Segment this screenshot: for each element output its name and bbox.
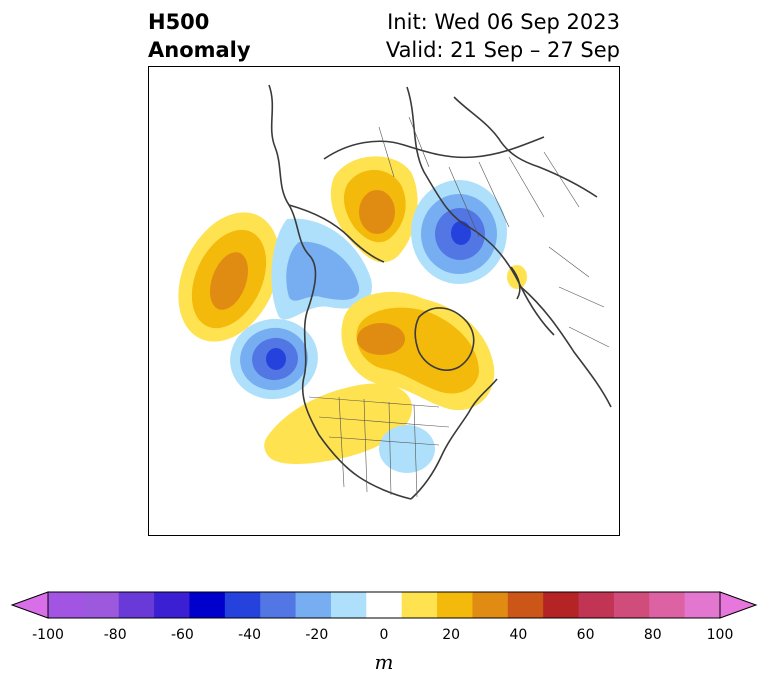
colorbar-bin — [613, 592, 650, 618]
colorbar-bin — [224, 592, 261, 618]
colorbar-bin — [507, 592, 544, 618]
colorbar-bin — [154, 592, 190, 618]
colorbar-bin — [260, 592, 297, 618]
colorbar-bin — [472, 592, 509, 618]
anomaly-fields — [178, 156, 527, 473]
negative-anomaly-pacific-nw — [230, 318, 318, 400]
colorbar-tick-label: 60 — [576, 627, 595, 643]
negative-anomaly-alaska — [271, 218, 372, 320]
colorbar-tick-label: 100 — [706, 627, 734, 643]
colorbar-bin — [578, 592, 615, 618]
title-right: Init: Wed 06 Sep 2023 Valid: 21 Sep – 27… — [386, 8, 620, 64]
colorbar-unit-label: m — [374, 650, 394, 674]
negative-anomaly-central-asia — [411, 180, 507, 284]
colorbar-bin — [118, 592, 155, 618]
positive-anomaly-gulf-of-alaska — [178, 212, 280, 342]
colorbar-tick-label: 40 — [509, 627, 528, 643]
colorbar-tick-label: 20 — [442, 627, 461, 643]
colorbar-tick-label: 0 — [379, 627, 389, 643]
colorbar-bin — [437, 592, 473, 618]
colorbar — [10, 591, 758, 619]
positive-anomaly-western-us — [264, 383, 412, 464]
anomaly-map — [148, 66, 620, 536]
map-svg — [178, 84, 612, 500]
title-field-type: Anomaly — [148, 38, 251, 62]
colorbar-bin — [330, 592, 367, 618]
colorbar-tick-label: -80 — [103, 627, 127, 643]
colorbar-tick-label: -20 — [305, 627, 329, 643]
colorbar-tick-label: -40 — [238, 627, 262, 643]
colorbar-bin — [401, 592, 438, 618]
colorbar-bin — [543, 592, 580, 618]
colorbar-bin — [295, 592, 332, 618]
positive-anomaly-siberia — [330, 156, 418, 263]
colorbar-bin — [48, 592, 84, 618]
colorbar-outline — [47, 591, 721, 619]
political-borders — [308, 116, 610, 498]
colorbar-tick-label: -100 — [32, 627, 64, 643]
colorbar-tick-label: -60 — [170, 627, 194, 643]
colorbar-bin — [366, 592, 403, 618]
colorbar-bin — [189, 592, 226, 618]
colorbar-extend-min — [10, 591, 49, 619]
colorbar-bin — [649, 592, 686, 618]
colorbar-bins — [10, 591, 758, 619]
title-variable: H500 — [148, 10, 210, 34]
colorbar-bin — [83, 592, 120, 618]
title-init-date: Init: Wed 06 Sep 2023 — [387, 10, 620, 34]
colorbar-extend-max — [719, 591, 758, 619]
title-left: H500 Anomaly — [148, 8, 251, 64]
colorbar-bin — [684, 592, 721, 618]
title-valid-range: Valid: 21 Sep – 27 Sep — [385, 38, 620, 62]
negative-anomaly-northeast-us — [379, 425, 435, 473]
colorbar-tick-label: 80 — [643, 627, 662, 643]
